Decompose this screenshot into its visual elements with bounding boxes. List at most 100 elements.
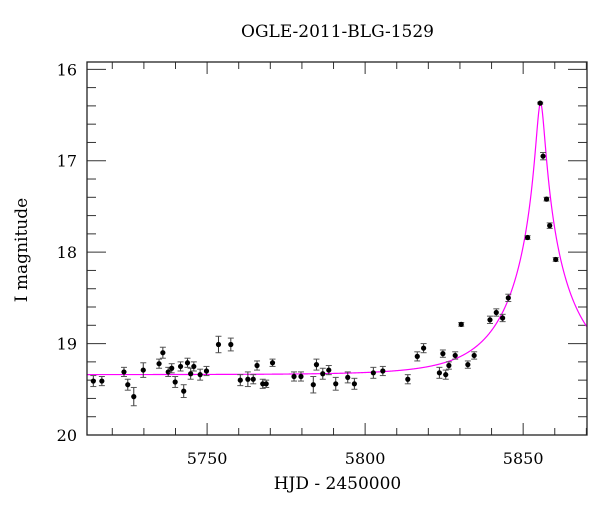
data-point bbox=[379, 365, 386, 377]
point-marker bbox=[471, 352, 477, 359]
data-point bbox=[124, 378, 131, 391]
point-marker bbox=[99, 378, 105, 384]
data-point bbox=[499, 313, 506, 323]
point-marker bbox=[197, 372, 203, 378]
point-marker bbox=[237, 377, 243, 383]
data-point bbox=[546, 222, 553, 229]
data-point bbox=[313, 358, 320, 371]
point-marker bbox=[181, 388, 187, 394]
point-marker bbox=[269, 360, 276, 366]
point-marker bbox=[487, 317, 493, 323]
chart-title: OGLE-2011-BLG-1529 bbox=[241, 22, 434, 42]
point-marker bbox=[291, 373, 297, 380]
data-point bbox=[244, 371, 251, 388]
data-point bbox=[486, 315, 493, 324]
data-point bbox=[540, 152, 547, 161]
data-point bbox=[458, 321, 465, 327]
point-marker bbox=[121, 369, 127, 375]
point-marker bbox=[443, 372, 449, 378]
point-marker bbox=[156, 361, 162, 367]
data-point bbox=[250, 374, 257, 385]
point-marker bbox=[553, 256, 559, 263]
axis-ticks bbox=[87, 62, 587, 436]
data-point bbox=[452, 351, 459, 360]
data-point bbox=[436, 366, 443, 379]
data-point bbox=[464, 360, 471, 369]
data-point bbox=[420, 343, 427, 354]
point-marker bbox=[160, 350, 166, 356]
data-point bbox=[184, 357, 191, 368]
y-tick-label: 20 bbox=[57, 426, 77, 445]
data-point bbox=[344, 371, 351, 384]
model-curve bbox=[87, 102, 588, 376]
point-marker bbox=[505, 295, 511, 301]
data-point bbox=[351, 377, 358, 390]
point-marker bbox=[184, 360, 191, 366]
data-point bbox=[439, 349, 446, 358]
point-marker bbox=[263, 381, 269, 387]
data-point bbox=[203, 365, 210, 377]
point-marker bbox=[405, 376, 411, 382]
data-point bbox=[325, 365, 332, 376]
tick-labels: 5750 5800 5850 16 17 18 19 20 bbox=[57, 60, 544, 468]
point-marker bbox=[540, 153, 546, 159]
plot-frame bbox=[86, 61, 588, 436]
data-point bbox=[90, 375, 97, 388]
data-point bbox=[159, 346, 166, 359]
point-marker bbox=[370, 370, 376, 376]
data-point bbox=[172, 375, 179, 388]
point-marker bbox=[493, 309, 499, 316]
data-point bbox=[543, 196, 550, 202]
point-marker bbox=[436, 370, 443, 376]
point-marker bbox=[310, 382, 316, 388]
y-tick-label: 19 bbox=[57, 335, 77, 354]
point-marker bbox=[250, 376, 256, 382]
data-point bbox=[180, 384, 187, 399]
point-marker bbox=[191, 363, 197, 370]
point-marker bbox=[414, 353, 420, 359]
point-marker bbox=[524, 234, 531, 241]
point-marker bbox=[345, 374, 351, 381]
point-marker bbox=[298, 373, 304, 380]
point-marker bbox=[333, 381, 339, 387]
data-point bbox=[537, 100, 544, 106]
point-marker bbox=[125, 382, 131, 388]
data-point bbox=[254, 360, 261, 371]
data-point bbox=[442, 369, 449, 380]
point-marker bbox=[543, 196, 550, 202]
data-point bbox=[168, 363, 175, 374]
data-point bbox=[310, 375, 317, 394]
point-marker bbox=[351, 381, 357, 387]
data-point bbox=[471, 351, 478, 360]
x-tick-label: 5850 bbox=[503, 449, 544, 468]
data-point bbox=[524, 234, 531, 241]
data-point bbox=[98, 375, 105, 387]
point-marker bbox=[380, 368, 386, 374]
point-marker bbox=[446, 362, 452, 369]
point-marker bbox=[215, 341, 222, 348]
x-tick-label: 5750 bbox=[187, 449, 228, 468]
data-point bbox=[297, 371, 304, 382]
point-marker bbox=[188, 371, 194, 377]
data-point bbox=[319, 367, 326, 380]
x-axis-label: HJD - 2450000 bbox=[273, 474, 402, 494]
data-point bbox=[237, 374, 244, 387]
point-marker bbox=[500, 315, 506, 321]
point-marker bbox=[313, 362, 320, 368]
point-marker bbox=[172, 379, 178, 385]
data-point bbox=[120, 366, 127, 377]
data-point bbox=[445, 361, 452, 370]
data-point bbox=[291, 371, 298, 382]
data-point bbox=[505, 293, 512, 303]
data-point bbox=[177, 361, 184, 372]
data-point bbox=[404, 374, 411, 385]
point-marker bbox=[177, 363, 184, 370]
point-marker bbox=[458, 321, 464, 327]
data-point bbox=[263, 379, 270, 388]
data-point bbox=[130, 386, 137, 407]
point-marker bbox=[90, 378, 96, 384]
point-marker bbox=[245, 376, 251, 382]
point-marker bbox=[440, 351, 446, 357]
data-point bbox=[493, 308, 500, 317]
data-point bbox=[140, 362, 147, 378]
